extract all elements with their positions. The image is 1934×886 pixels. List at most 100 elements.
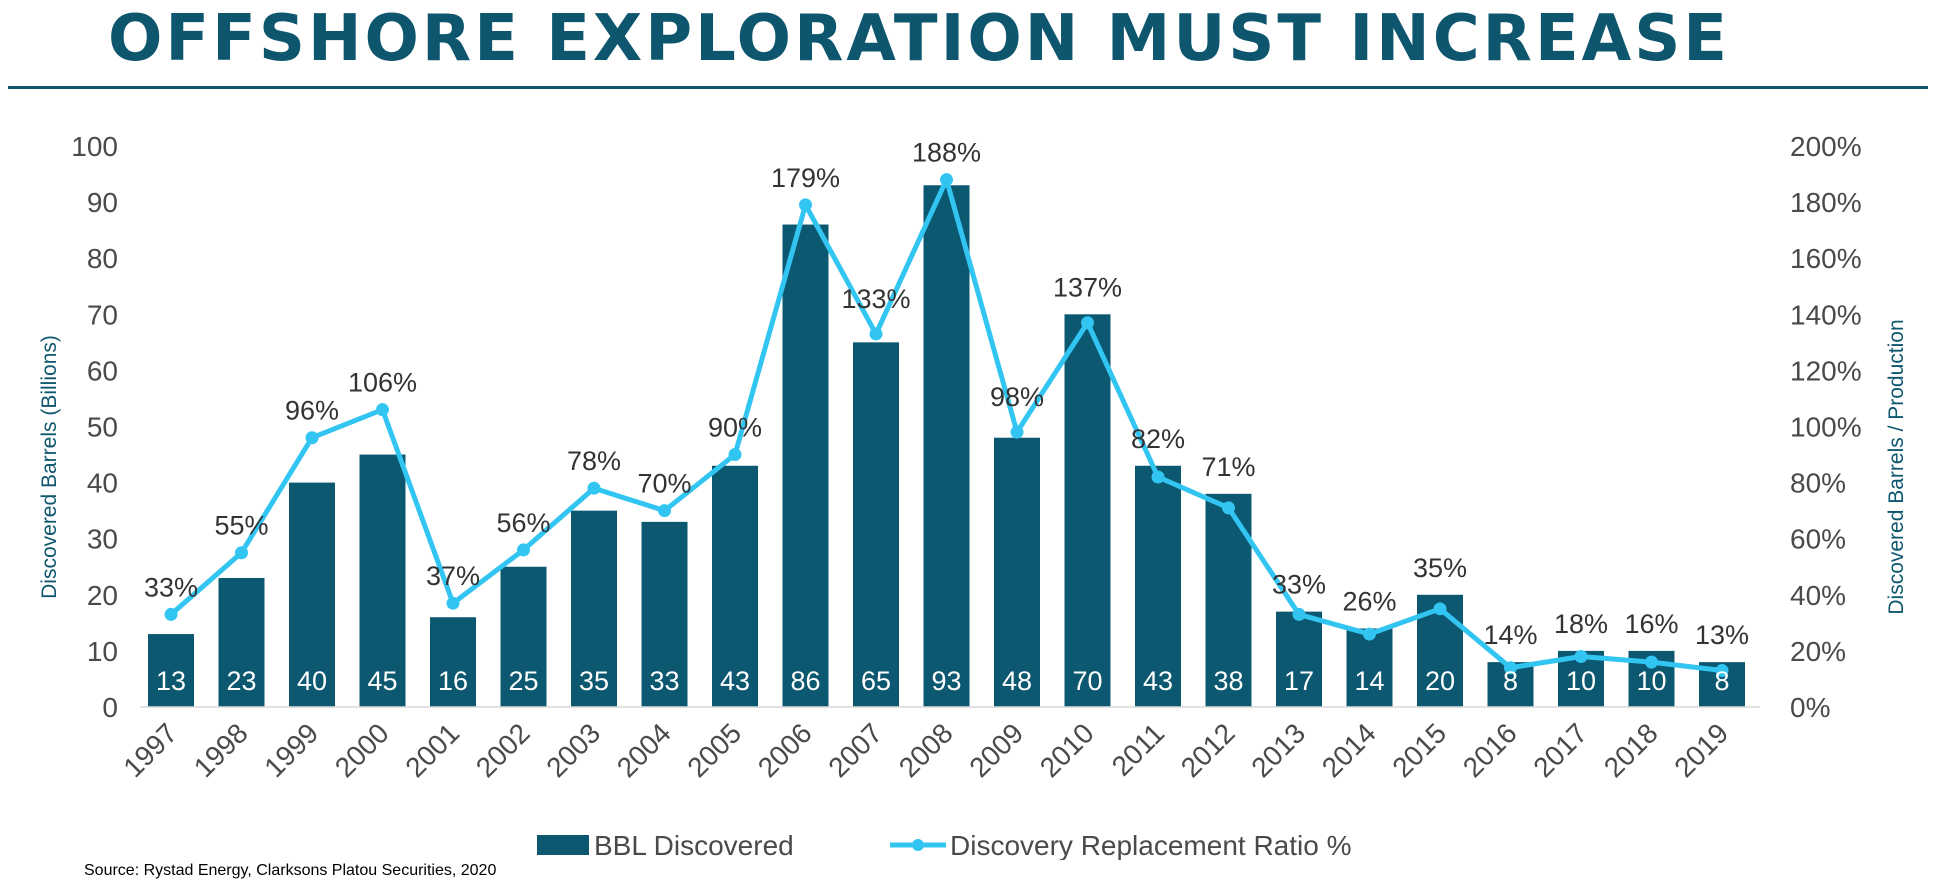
ratio-label-2016: 14%	[1483, 620, 1537, 650]
x-tick-label-2017: 2017	[1527, 717, 1593, 783]
y-tick-label: 90	[87, 187, 118, 218]
bar-1998	[218, 577, 265, 707]
bar-value-label-2005: 43	[720, 666, 750, 696]
ratio-point-2005	[728, 448, 742, 462]
y-tick-label: 10	[87, 636, 118, 667]
ratio-point-1998	[235, 546, 248, 560]
y2-tick-label: 160%	[1790, 243, 1862, 274]
bar-2014	[1346, 628, 1393, 707]
x-tick-label-2000: 2000	[329, 717, 395, 783]
bar-value-label-2009: 48	[1002, 666, 1032, 696]
legend-line-label: Discovery Replacement Ratio %	[950, 830, 1352, 860]
y-tick-label: 30	[87, 524, 118, 555]
bars-layer	[148, 185, 1745, 708]
ratio-label-2018: 16%	[1624, 609, 1678, 639]
ratio-point-2000	[376, 403, 389, 417]
y-tick-label: 50	[87, 412, 118, 443]
ratio-label-2003: 78%	[567, 446, 621, 476]
legend-line-marker	[912, 839, 924, 851]
discovery-chart: 13 23 40 45 16 25 35 33 43 86 65 93 48 70 43 38 17 14 20 8 1…	[38, 131, 1908, 860]
ratio-point-2006	[799, 198, 812, 212]
x-tick-label-2004: 2004	[611, 717, 677, 783]
bar-2010	[1064, 314, 1111, 707]
ratio-label-2019: 13%	[1695, 620, 1749, 650]
legend-bar-label: BBL Discovered	[594, 830, 794, 860]
y2-tick-label: 0%	[1790, 692, 1830, 723]
x-tick-label-2012: 2012	[1175, 717, 1241, 783]
ratio-label-2008: 188%	[912, 138, 981, 168]
x-tick-label-2001: 2001	[399, 717, 465, 783]
x-tick-label-2016: 2016	[1457, 717, 1523, 783]
bar-2007	[853, 342, 899, 707]
bar-value-label-2019: 8	[1714, 666, 1729, 696]
ratio-point-2011	[1151, 470, 1165, 484]
y2-tick-label: 100%	[1790, 412, 1862, 443]
ratio-point-2013	[1292, 607, 1306, 621]
y2-tick-label: 140%	[1790, 299, 1862, 330]
bar-value-label-2017: 10	[1566, 666, 1596, 696]
y2-tick-label: 60%	[1790, 524, 1846, 555]
ratio-label-2001: 37%	[426, 561, 480, 591]
ratio-label-2004: 70%	[637, 469, 691, 499]
ratio-point-2008	[940, 173, 953, 187]
ratio-label-2011: 82%	[1131, 424, 1185, 454]
y-tick-label: 0	[102, 692, 118, 723]
bar-2000	[359, 454, 406, 707]
bar-value-label-1997: 13	[156, 666, 186, 696]
ratio-label-2012: 71%	[1201, 452, 1255, 482]
x-tick-label-2014: 2014	[1316, 717, 1382, 783]
bar-value-label-2008: 93	[931, 666, 961, 696]
ratio-label-2017: 18%	[1554, 609, 1608, 639]
ratio-point-2001	[446, 596, 460, 610]
ratio-point-2019	[1715, 664, 1729, 678]
x-tick-label-2015: 2015	[1386, 717, 1452, 783]
bar-value-label-2014: 14	[1354, 666, 1384, 696]
source-note: Source: Rystad Energy, Clarksons Platou …	[84, 862, 497, 879]
ratio-point-2007	[869, 327, 883, 341]
x-tick-label-2013: 2013	[1245, 717, 1311, 783]
y-tick-label: 60	[87, 355, 118, 386]
x-tick-label-2002: 2002	[470, 717, 536, 783]
ratio-point-2003	[587, 481, 601, 495]
bar-value-label-2007: 65	[861, 666, 891, 696]
ratio-label-2006: 179%	[771, 163, 840, 193]
legend-bar-swatch	[537, 835, 589, 855]
bar-2004	[641, 521, 688, 707]
x-tick-label-2011: 2011	[1106, 717, 1171, 782]
chart-legend: BBL Discovered Discovery Replacement Rat…	[537, 830, 1352, 860]
ratio-point-2014	[1363, 627, 1376, 641]
y-tick-label: 40	[87, 468, 118, 499]
bar-2001	[430, 617, 476, 707]
ratio-point-2002	[517, 543, 530, 557]
ratio-label-2002: 56%	[496, 508, 550, 538]
x-tick-label-2007: 2007	[822, 717, 888, 783]
bar-value-label-2016: 8	[1503, 666, 1518, 696]
y-tick-label: 20	[87, 580, 118, 611]
bar-2003	[571, 510, 617, 707]
title-divider	[8, 86, 1928, 89]
ratio-point-2009	[1010, 425, 1024, 439]
y-tick-label: 100	[71, 131, 118, 162]
bar-1997	[148, 634, 194, 707]
bar-2009	[994, 437, 1040, 707]
x-tick-label-2005: 2005	[681, 717, 747, 783]
ratio-label-2005: 90%	[708, 413, 762, 443]
bar-value-label-1999: 40	[297, 666, 327, 696]
bar-value-label-2000: 45	[367, 666, 397, 696]
ratio-label-1999: 96%	[285, 396, 339, 426]
y2-axis-title: Discovered Barrels / Production	[1885, 319, 1908, 614]
labels-layer: 13 23 40 45 16 25 35 33 43 86 65 93 48 70 43 38 17 14 20 8 1…	[144, 138, 1749, 696]
ratio-point-2004	[658, 504, 671, 518]
x-tick-label-2006: 2006	[752, 717, 818, 783]
bar-2011	[1135, 465, 1181, 707]
ratio-label-2013: 33%	[1272, 570, 1326, 600]
ratio-label-1998: 55%	[214, 511, 268, 541]
y2-tick-label: 180%	[1790, 187, 1862, 218]
bar-value-label-2013: 17	[1284, 666, 1314, 696]
ratio-label-1997: 33%	[144, 572, 198, 602]
page-title: OFFSHORE EXPLORATION MUST INCREASE	[108, 2, 1730, 76]
ratio-point-2018	[1645, 655, 1658, 669]
x-tick-label-1997: 1997	[117, 717, 183, 783]
bar-value-label-2004: 33	[649, 666, 679, 696]
y2-tick-label: 120%	[1790, 355, 1862, 386]
